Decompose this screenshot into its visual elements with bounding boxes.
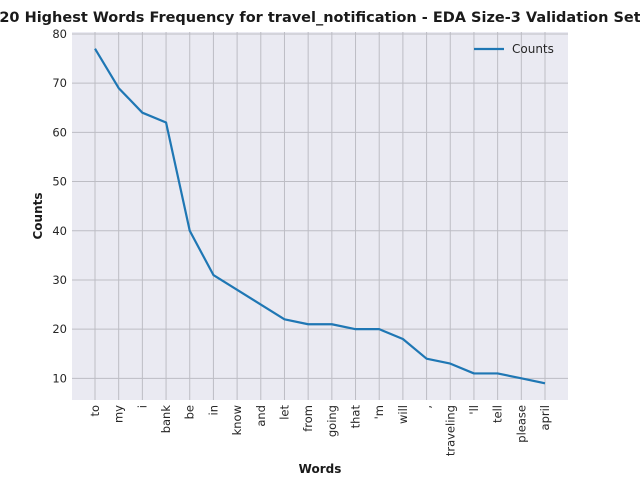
- x-tick-label: tell: [491, 405, 505, 423]
- series-line-counts: [94, 48, 546, 385]
- x-tick-label: be: [183, 405, 197, 419]
- series-lines: [94, 48, 546, 385]
- x-tick-label: to: [88, 405, 102, 417]
- x-tick-label: traveling: [443, 405, 457, 456]
- x-tick-label: know: [230, 405, 244, 435]
- legend: Counts: [474, 42, 554, 56]
- x-tick-label: 'll: [467, 405, 481, 415]
- y-tick-label: 70: [52, 76, 67, 90]
- y-tick-label: 20: [52, 322, 67, 336]
- x-tick-label: let: [277, 405, 291, 420]
- y-tick-label: 80: [52, 27, 67, 41]
- x-tick-label: my: [112, 405, 126, 423]
- x-tick-label: in: [206, 405, 220, 415]
- x-tick-label: will: [396, 405, 410, 424]
- x-tick-label: and: [254, 405, 268, 427]
- y-axis-label: Counts: [31, 192, 45, 239]
- y-tick-label: 50: [52, 175, 67, 189]
- x-tick-label: that: [349, 405, 363, 429]
- x-tick-label: i: [135, 405, 149, 408]
- x-tick-label: going: [325, 405, 339, 437]
- x-tick-label: from: [301, 405, 315, 432]
- y-tick-label: 10: [52, 371, 67, 385]
- x-tick-labels: to my i bank be in know and let from going that 'm wi…: [88, 405, 552, 457]
- x-tick-label: please: [514, 405, 528, 443]
- x-tick-label: april: [538, 405, 552, 430]
- x-tick-label: ,: [420, 405, 434, 409]
- chart-title: 20 Highest Words Frequency for travel_no…: [0, 10, 640, 26]
- y-tick-label: 60: [52, 125, 67, 139]
- y-tick-labels: 10 20 30 40 50 60 70 80: [52, 27, 67, 385]
- x-axis-label: Words: [299, 462, 342, 476]
- plot-area: [72, 32, 568, 400]
- y-tick-label: 30: [52, 273, 67, 287]
- x-tick-label: bank: [159, 405, 173, 434]
- y-tick-label: 40: [52, 224, 67, 238]
- legend-label: Counts: [512, 42, 554, 56]
- x-tick-label: 'm: [372, 405, 386, 419]
